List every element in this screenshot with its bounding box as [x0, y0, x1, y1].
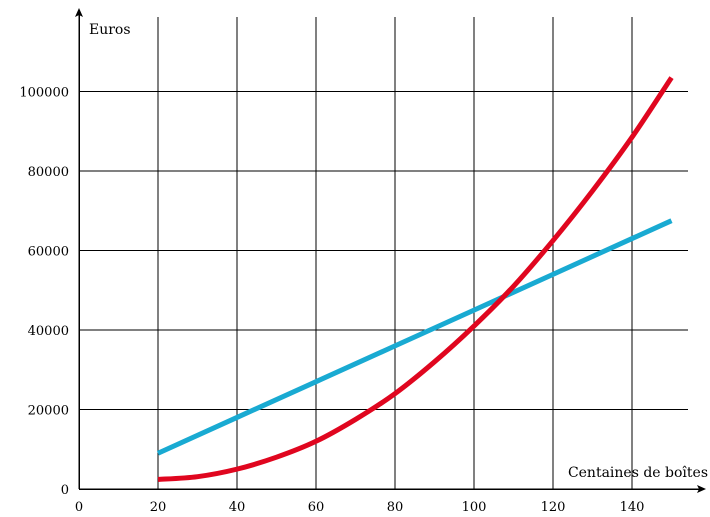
series-line-red	[157, 76, 674, 482]
x-tick-label: 0	[75, 500, 83, 515]
tick-labels: 0 20 40 60 80 100 120 140 0 20000 40000 60000 80000 1…	[19, 86, 644, 516]
x-tick-label: 60	[308, 500, 325, 515]
y-tick-label: 20000	[28, 404, 69, 419]
series-line-blue	[156, 218, 673, 456]
x-tick-label: 140	[620, 500, 645, 515]
y-tick-label: 0	[61, 483, 69, 498]
y-axis-title: Euros	[89, 22, 131, 38]
x-tick-label: 120	[541, 500, 566, 515]
y-tick-label: 100000	[19, 86, 69, 101]
x-axis-title: Centaines de boîtes	[568, 465, 708, 481]
y-axis-arrow-icon	[75, 8, 83, 17]
x-axis-arrow-icon	[697, 485, 706, 493]
x-tick-label: 20	[150, 500, 167, 515]
axes	[75, 8, 706, 493]
x-tick-label: 80	[387, 500, 404, 515]
x-tick-label: 100	[462, 500, 487, 515]
x-tick-label: 40	[229, 500, 246, 515]
grid	[79, 17, 688, 489]
y-tick-label: 60000	[28, 245, 69, 260]
y-tick-label: 40000	[28, 324, 69, 339]
series	[156, 76, 674, 482]
y-tick-label: 80000	[28, 165, 69, 180]
